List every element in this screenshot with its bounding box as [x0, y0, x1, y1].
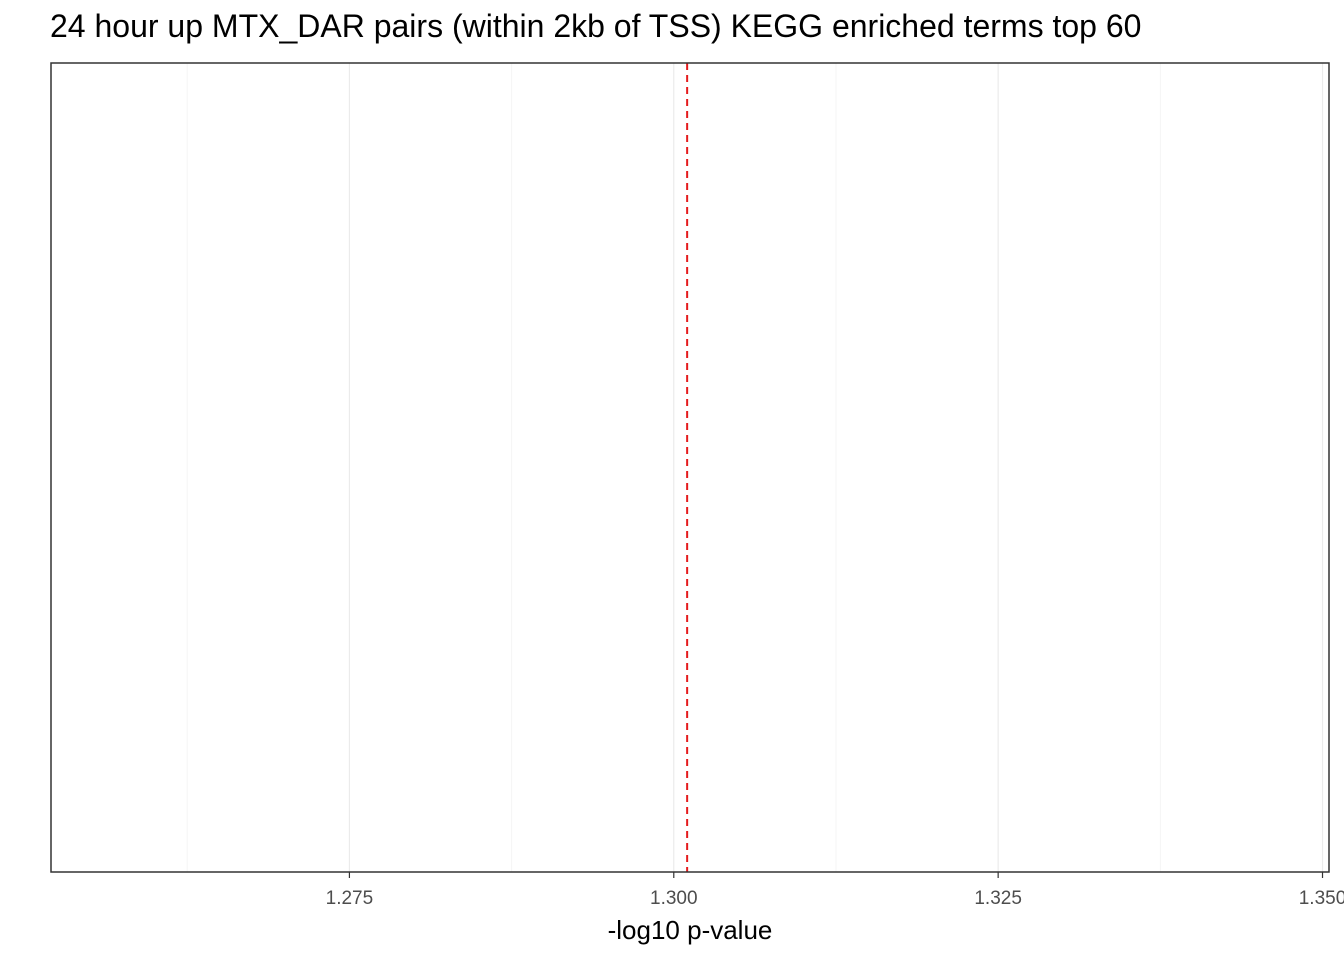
panel-border	[50, 62, 1330, 873]
major-grid	[348, 63, 1324, 872]
x-tick-label: 1.275	[326, 888, 374, 909]
x-axis-tick-labels: 1.275 1.300 1.325 1.350	[326, 888, 1344, 909]
x-axis-ticks	[348, 872, 1324, 878]
x-tick-label: 1.300	[650, 888, 698, 909]
chart-title: 24 hour up MTX_DAR pairs (within 2kb of …	[50, 8, 1142, 44]
x-tick-label: 1.350	[1299, 888, 1344, 909]
x-tick-label: 1.325	[974, 888, 1022, 909]
minor-grid	[186, 63, 1161, 872]
x-axis-title: -log10 p-value	[608, 915, 773, 945]
